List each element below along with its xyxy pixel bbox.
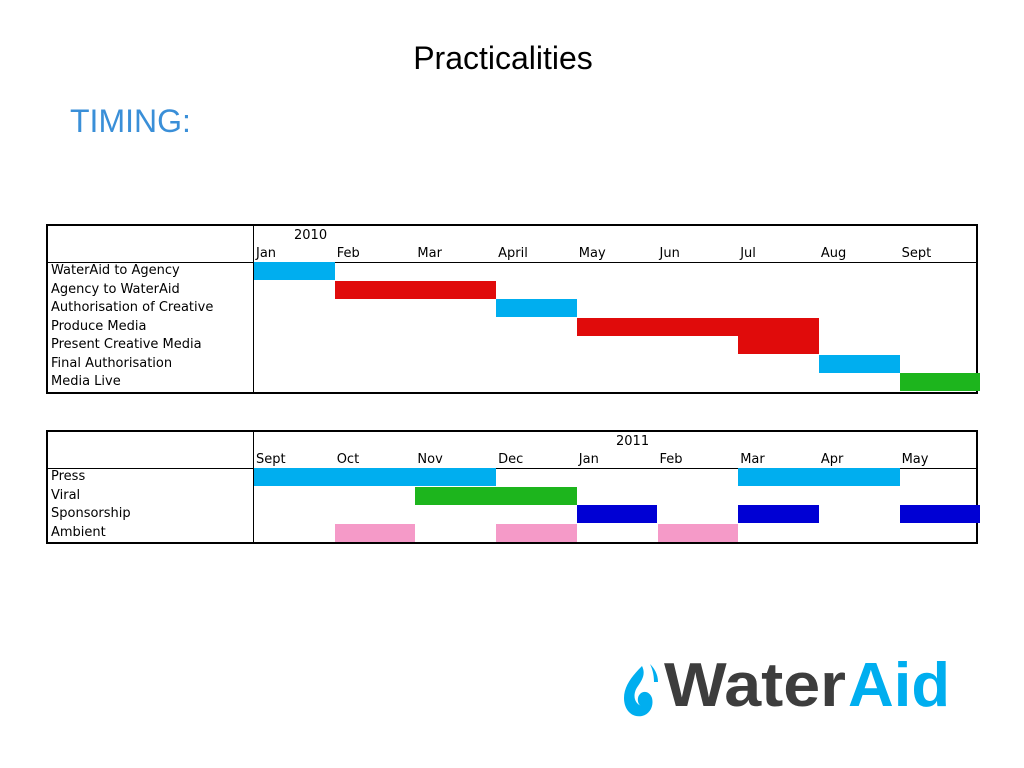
timeline-bar — [738, 505, 819, 523]
timeline-bar — [576, 505, 658, 523]
task-label: Sponsorship — [51, 506, 131, 521]
timeline-bar — [818, 354, 900, 373]
label-column-divider — [253, 226, 254, 392]
task-label: Produce Media — [51, 318, 147, 334]
month-label: Sept — [901, 246, 932, 261]
section-subtitle: TIMING: — [70, 103, 191, 139]
timeline-bar — [738, 336, 819, 354]
logo-word-water: Water — [664, 651, 846, 720]
water-drop-icon — [624, 666, 653, 717]
task-label: WaterAid to Agency — [51, 263, 180, 278]
timeline-bar — [496, 523, 577, 542]
year-label: 2010 — [294, 228, 328, 243]
timeline-bar — [254, 468, 497, 486]
month-label: Feb — [659, 452, 683, 467]
timeline-bar — [899, 373, 981, 391]
month-label: Sept — [256, 452, 286, 467]
timeline-bar — [334, 280, 497, 299]
wateraid-logo: Water Aid — [620, 648, 960, 722]
month-label: Feb — [336, 246, 360, 261]
month-label: Mar — [417, 246, 442, 261]
month-label: Jan — [578, 452, 599, 467]
month-label: Dec — [498, 452, 524, 467]
header-divider — [48, 262, 976, 263]
timeline-bar — [738, 468, 900, 486]
timeline-bar — [576, 317, 819, 336]
label-column-divider — [253, 432, 254, 542]
timeline-bar — [415, 486, 577, 505]
task-label: Final Authorisation — [51, 355, 173, 371]
task-label: Authorisation of Creative — [51, 300, 214, 315]
month-label: Jan — [256, 246, 277, 261]
task-label: Viral — [51, 487, 81, 503]
year-label: 2011 — [616, 434, 650, 449]
gantt-chart-2010: 2010 Jan Feb Mar April May Jun Jul Aug Sept Water… — [46, 224, 981, 394]
task-label: Agency to WaterAid — [51, 281, 180, 297]
header-divider — [48, 468, 976, 469]
month-label: Jun — [659, 246, 680, 261]
month-label: May — [901, 452, 929, 467]
timeline-bar — [334, 523, 416, 542]
timeline-bar — [496, 299, 577, 317]
task-label: Media Live — [51, 374, 121, 389]
month-label: April — [498, 246, 528, 261]
task-label: Present Creative Media — [51, 337, 202, 352]
month-label: May — [578, 246, 606, 261]
page-title: Practicalities — [413, 40, 593, 76]
month-label: Jul — [740, 246, 756, 261]
month-label: Oct — [336, 452, 360, 467]
task-label: Press — [51, 469, 86, 484]
timeline-bar — [899, 505, 981, 523]
gantt-chart-2011: 2011 Sept Oct Nov Dec Jan Feb Mar Apr May Press Vi… — [46, 430, 981, 544]
task-label: Ambient — [51, 524, 106, 540]
wateraid-logo-graphic: Water Aid — [624, 651, 950, 720]
logo-word-aid: Aid — [848, 651, 950, 720]
month-label: Aug — [820, 246, 847, 261]
month-label: Nov — [417, 452, 443, 467]
timeline-bar — [254, 262, 335, 280]
month-label: Apr — [820, 452, 844, 467]
timeline-bar — [657, 523, 739, 542]
month-label: Mar — [740, 452, 765, 467]
